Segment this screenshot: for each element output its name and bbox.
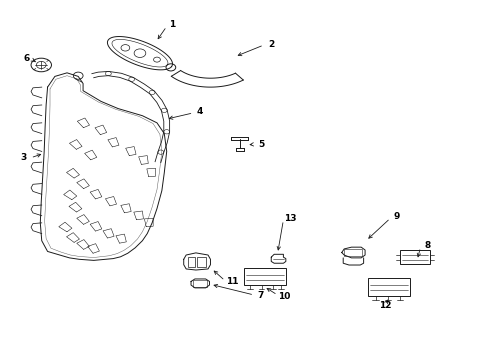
Text: 6: 6 <box>23 54 30 63</box>
Text: 1: 1 <box>169 21 175 30</box>
Text: 2: 2 <box>267 40 274 49</box>
Text: 10: 10 <box>278 292 290 301</box>
Text: 9: 9 <box>393 212 400 221</box>
Text: 5: 5 <box>257 140 264 149</box>
Text: 7: 7 <box>257 291 264 300</box>
Text: 4: 4 <box>196 107 203 116</box>
Text: 12: 12 <box>379 301 391 310</box>
Text: 3: 3 <box>20 153 27 162</box>
Text: 11: 11 <box>225 277 238 286</box>
Text: 13: 13 <box>284 214 296 223</box>
Text: 8: 8 <box>423 241 429 250</box>
